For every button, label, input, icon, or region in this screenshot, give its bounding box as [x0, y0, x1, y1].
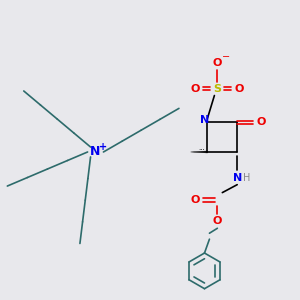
Text: +: +: [99, 142, 107, 152]
Text: N: N: [232, 173, 242, 183]
Text: O: O: [256, 117, 266, 127]
Text: N: N: [90, 146, 101, 158]
Text: O: O: [191, 84, 200, 94]
Text: O: O: [191, 194, 200, 205]
Text: N: N: [200, 115, 209, 125]
Text: ···: ···: [198, 147, 205, 153]
Text: −: −: [222, 52, 230, 62]
Text: O: O: [235, 84, 244, 94]
Text: O: O: [213, 216, 222, 226]
Text: S: S: [213, 84, 221, 94]
Polygon shape: [190, 151, 208, 153]
Text: O: O: [213, 58, 222, 68]
Text: H: H: [243, 173, 251, 183]
